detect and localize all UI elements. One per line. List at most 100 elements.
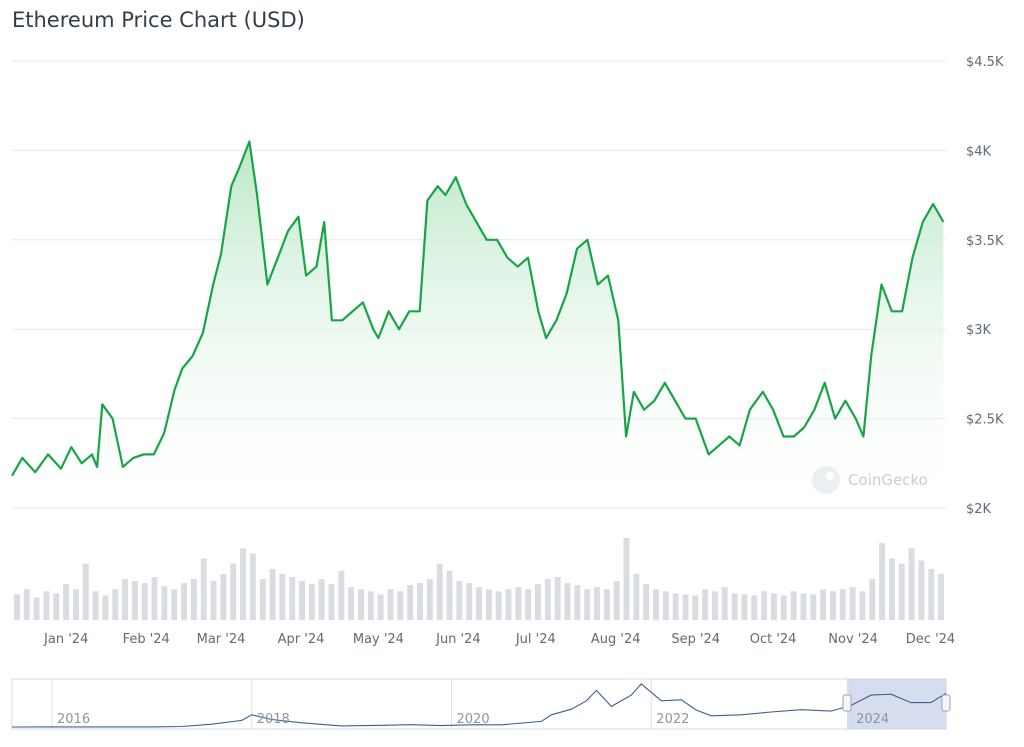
volume-bar <box>525 589 532 621</box>
volume-bar <box>377 594 384 620</box>
x-tick-label: Mar '24 <box>197 632 246 647</box>
x-tick-label: May '24 <box>353 632 404 647</box>
y-tick-label: $3.5K <box>966 234 1004 249</box>
volume-bar <box>456 581 463 620</box>
x-tick-label: Oct '24 <box>750 632 797 647</box>
volume-bar <box>308 584 315 620</box>
volume-bar <box>122 579 128 620</box>
volume-bar <box>898 563 905 620</box>
y-axis: $2K $2.5K $3K $3.5K $4K $4.5K <box>966 55 1004 517</box>
x-tick-label: Jun '24 <box>435 632 481 647</box>
volume-bar <box>92 591 99 620</box>
volume-bar <box>692 595 699 620</box>
volume-bar <box>53 593 60 621</box>
volume-bar <box>869 579 876 620</box>
y-tick-label: $2K <box>966 502 992 517</box>
volume-bar <box>653 589 659 621</box>
volume-bar <box>938 573 944 620</box>
volume-bar <box>466 583 473 620</box>
price-area-fill <box>12 141 944 508</box>
navigator-selection[interactable] <box>847 679 946 729</box>
volume-bar <box>859 591 866 620</box>
volume-bar <box>220 573 227 620</box>
volume-bar <box>790 591 797 620</box>
volume-bar <box>908 548 915 621</box>
watermark-text: CoinGecko <box>848 471 928 489</box>
volume-bar <box>780 595 787 620</box>
x-tick-label: Dec '24 <box>906 632 955 647</box>
volume-bar <box>289 577 296 621</box>
volume-bar <box>14 594 20 620</box>
volume-bar <box>712 591 718 620</box>
volume-bar <box>535 584 541 620</box>
navigator-left-handle[interactable] <box>842 694 852 712</box>
x-tick-label: Sep '24 <box>671 632 720 647</box>
volume-bar <box>249 553 256 620</box>
volume-bar <box>672 593 679 621</box>
volume-bar <box>43 591 50 620</box>
volume-bar <box>731 593 738 621</box>
volume-bar <box>662 591 669 620</box>
volume-bar <box>181 583 187 620</box>
navigator-right-handle[interactable] <box>941 694 951 712</box>
volume-bar <box>515 587 522 620</box>
volume-bar <box>505 589 512 621</box>
volume-bar <box>141 583 148 620</box>
volume-bar <box>426 579 433 620</box>
volume-bar <box>751 595 758 620</box>
volume-bar <box>338 570 345 620</box>
volume-bar <box>918 560 925 620</box>
volume-bar <box>436 563 443 620</box>
volume-bar <box>574 585 581 620</box>
navigator-year-label: 2022 <box>656 712 689 727</box>
volume-bar <box>485 589 492 621</box>
volume-bar <box>190 579 197 620</box>
volume-bar <box>839 589 846 621</box>
x-tick-label: Jan '24 <box>43 632 88 647</box>
volume-bar <box>131 581 138 620</box>
navigator[interactable]: 2016 2018 2020 2022 2024 <box>11 678 951 730</box>
y-tick-label: $4K <box>966 144 992 159</box>
price-line[interactable] <box>11 140 945 477</box>
volume-bar <box>161 586 168 620</box>
navigator-year-label: 2020 <box>457 712 490 727</box>
volume-bar <box>23 589 30 621</box>
volume-bar <box>33 597 40 621</box>
x-tick-label: Nov '24 <box>828 632 878 647</box>
navigator-line <box>11 683 947 728</box>
volume-bar <box>849 587 856 620</box>
volume-bar <box>820 589 827 621</box>
coingecko-logo-icon <box>812 466 840 494</box>
volume-bar <box>771 593 777 621</box>
volume-bar <box>476 587 482 620</box>
volume-bar <box>879 543 885 620</box>
volume-bar <box>279 573 286 620</box>
volume-bar <box>800 593 807 621</box>
volume-bar <box>210 581 217 620</box>
volume-bar <box>112 589 119 621</box>
navigator-frame <box>11 678 947 730</box>
volume-bar <box>318 579 325 620</box>
volume-bar <box>633 573 640 620</box>
volume-bar <box>928 568 935 621</box>
volume-bar <box>397 591 404 620</box>
volume-bar <box>102 595 109 620</box>
x-tick-label: Feb '24 <box>123 632 170 647</box>
volume-bar <box>810 594 817 620</box>
y-tick-label: $4.5K <box>966 55 1004 70</box>
navigator-year-label: 2024 <box>856 712 889 727</box>
volume-bars <box>14 538 944 621</box>
volume-bar <box>446 570 453 620</box>
volume-bar <box>554 577 561 621</box>
y-tick-label: $3K <box>966 323 992 338</box>
x-axis: Jan '24 Feb '24 Mar '24 Apr '24 May '24 Jun '… <box>43 632 955 647</box>
volume-bar <box>594 587 600 620</box>
volume-bar <box>613 581 620 620</box>
volume-bar <box>299 581 305 620</box>
volume-bar <box>269 568 276 621</box>
volume-bar <box>328 584 335 620</box>
volume-bar <box>761 591 768 620</box>
volume-bar <box>741 594 748 620</box>
navigator-year-label: 2016 <box>57 712 90 727</box>
